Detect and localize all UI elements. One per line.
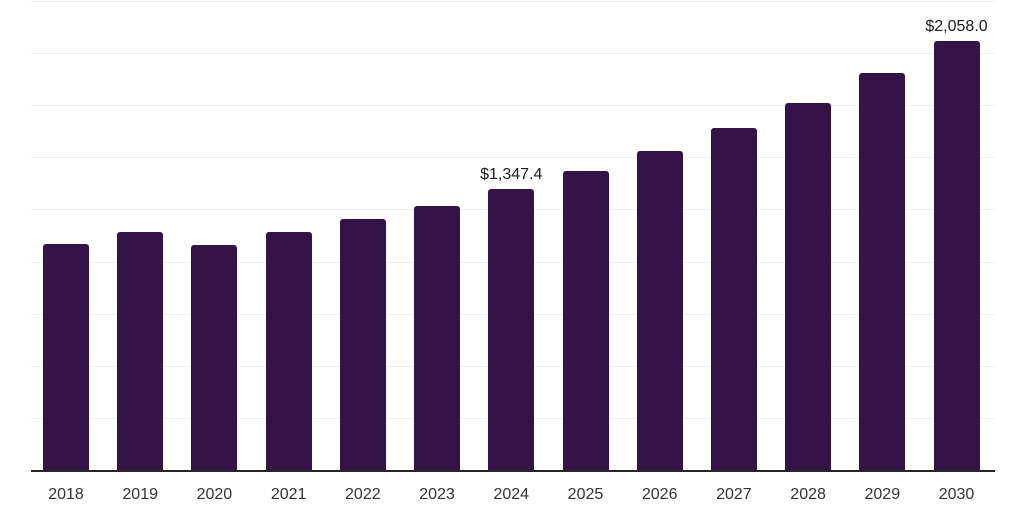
x-tick-label-2024: 2024 [493,486,530,503]
gridline-2250 [31,1,995,2]
x-tick-label-2026: 2026 [641,486,678,503]
bar-2028 [785,102,832,470]
bar-2022 [339,219,386,470]
x-tick-label-2023: 2023 [419,486,455,503]
x-tick-label-2028: 2028 [790,486,826,503]
bar-2018 [43,243,89,470]
gridline-1750 [31,105,995,107]
bar-2023 [414,205,460,470]
bar-2027 [710,127,757,470]
x-tick-label-2019: 2019 [122,486,158,503]
bar-2029 [859,72,906,470]
bar-2020 [191,245,238,470]
bar-2025 [562,171,609,470]
bar-2019 [117,232,164,470]
x-tick-label-2030: 2030 [938,486,975,503]
x-tick-label-2018: 2018 [48,486,84,503]
bar-2021 [265,231,312,470]
value-label-2024: $1,347.4 [480,166,543,184]
x-tick-label-2020: 2020 [196,486,233,503]
x-tick-label-2029: 2029 [864,486,901,503]
x-tick-label-2022: 2022 [345,486,381,503]
gridline-1500 [31,157,995,159]
bar-2030 [933,41,980,470]
x-tick-label-2025: 2025 [567,486,604,503]
bar-2024 [488,189,535,470]
bar-2026 [636,151,683,470]
gridline-2000 [31,53,995,55]
x-tick-label-2027: 2027 [716,486,752,503]
x-axis-line [31,470,995,472]
x-tick-label-2021: 2021 [270,486,307,503]
value-label-2030: $2,058.0 [925,18,988,35]
